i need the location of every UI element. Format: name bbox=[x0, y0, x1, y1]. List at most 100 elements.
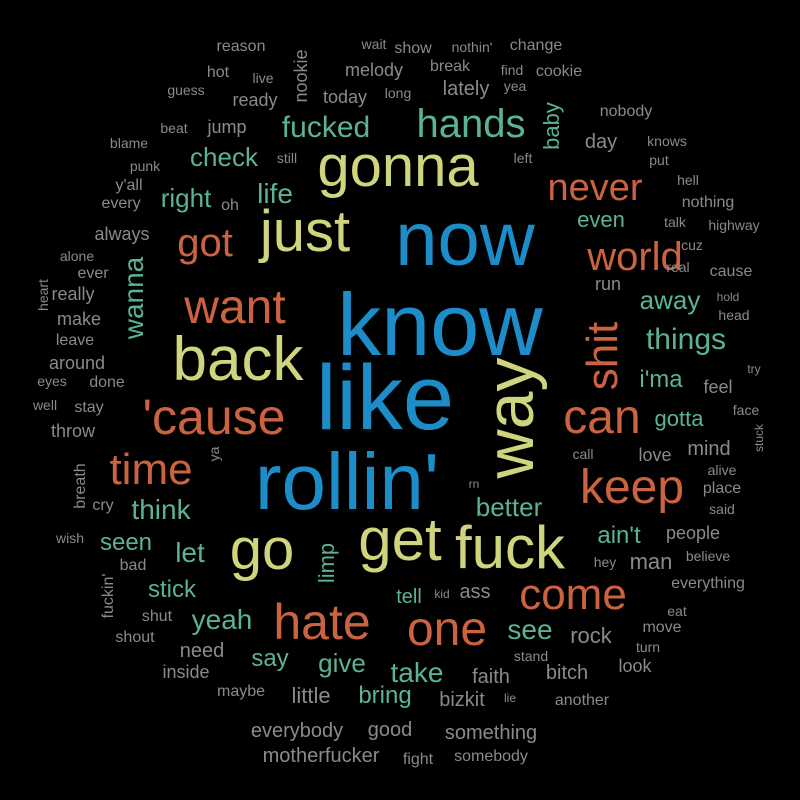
word-love: love bbox=[638, 445, 672, 465]
word-world: world bbox=[587, 235, 683, 279]
word-find: find bbox=[500, 62, 524, 78]
word-nothin: nothin' bbox=[451, 39, 493, 55]
word-talk: talk bbox=[664, 214, 686, 230]
word-need: need bbox=[179, 640, 225, 662]
word-like: like bbox=[315, 347, 455, 449]
word-live: live bbox=[252, 70, 274, 86]
word-lately: lately bbox=[442, 78, 490, 100]
word-around: around bbox=[48, 353, 106, 373]
word-stand: stand bbox=[513, 648, 549, 664]
word-show: show bbox=[394, 40, 432, 57]
word-done: done bbox=[89, 374, 125, 391]
word-give: give bbox=[318, 648, 366, 678]
word-hate: hate bbox=[273, 594, 371, 650]
word-alone: alone bbox=[59, 248, 95, 264]
word-everybody: everybody bbox=[250, 720, 344, 742]
word-put: put bbox=[649, 152, 669, 168]
word-get: get bbox=[358, 506, 442, 573]
word-let: let bbox=[175, 537, 205, 568]
word-fuckin: fuckin' bbox=[100, 573, 117, 619]
word-still: still bbox=[276, 150, 298, 166]
word-go: go bbox=[229, 517, 295, 582]
word-said: said bbox=[709, 501, 735, 517]
word-wish: wish bbox=[55, 530, 85, 546]
word-fuck: fuck bbox=[454, 514, 566, 581]
word-wait: wait bbox=[361, 36, 387, 52]
word-change: change bbox=[509, 37, 563, 54]
word-run: run bbox=[594, 274, 622, 294]
word-motherfucker: motherfucker bbox=[262, 745, 380, 767]
word-bizkit: bizkit bbox=[439, 689, 485, 711]
word-break: break bbox=[429, 58, 471, 75]
word-long: long bbox=[384, 85, 412, 101]
word-reason: reason bbox=[216, 38, 266, 55]
word-lie: lie bbox=[503, 691, 517, 705]
word-face: face bbox=[732, 402, 760, 418]
word-something: something bbox=[444, 722, 538, 744]
word-somebody: somebody bbox=[454, 748, 528, 765]
word-got: got bbox=[177, 221, 233, 265]
word-really: really bbox=[51, 284, 95, 304]
word-make: make bbox=[56, 309, 102, 329]
word-shout: shout bbox=[115, 629, 155, 646]
word-oh: oh bbox=[221, 197, 239, 214]
word-believe: believe bbox=[685, 548, 731, 564]
word-another: another bbox=[554, 692, 610, 709]
word-wanna: wanna bbox=[118, 256, 149, 340]
word-come: come bbox=[519, 570, 627, 619]
word-cuz: cuz bbox=[681, 237, 703, 253]
word-can: can bbox=[563, 391, 641, 444]
word-mind: mind bbox=[687, 438, 731, 460]
word-good: good bbox=[367, 719, 413, 741]
word-baby: baby bbox=[539, 102, 564, 150]
word-man: man bbox=[629, 549, 673, 574]
word-nobody: nobody bbox=[599, 103, 653, 120]
word-seen: seen bbox=[99, 529, 153, 556]
word-alive: alive bbox=[707, 462, 737, 478]
word-bad: bad bbox=[119, 557, 147, 574]
word-rollin: rollin' bbox=[254, 437, 440, 526]
word-things: things bbox=[645, 323, 727, 356]
word-heart: heart bbox=[35, 279, 51, 311]
word-stick: stick bbox=[148, 576, 196, 603]
word-always: always bbox=[94, 224, 150, 244]
word-gonna: gonna bbox=[317, 134, 479, 199]
word-way: way bbox=[472, 357, 548, 479]
word-hey: hey bbox=[593, 554, 617, 570]
word-kid: kid bbox=[434, 587, 450, 601]
word-call: call bbox=[572, 446, 594, 462]
word-faith: faith bbox=[472, 666, 510, 688]
word-everything: everything bbox=[671, 575, 745, 592]
word-bitch: bitch bbox=[545, 662, 589, 684]
word-rn: rn bbox=[468, 477, 480, 491]
word-cause: 'cause bbox=[142, 389, 286, 445]
word-away: away bbox=[639, 285, 701, 315]
word-maybe: maybe bbox=[216, 683, 266, 700]
word-think: think bbox=[131, 494, 191, 525]
word-tell: tell bbox=[396, 586, 422, 608]
word-i-ma: i'ma bbox=[639, 366, 683, 393]
word-limp: limp bbox=[314, 542, 339, 584]
word-punk: punk bbox=[129, 158, 161, 174]
word-ready: ready bbox=[232, 90, 278, 110]
word-hold: hold bbox=[716, 290, 740, 304]
word-real: real bbox=[666, 259, 690, 275]
word-yeah: yeah bbox=[191, 604, 253, 635]
word-nothing: nothing bbox=[681, 194, 735, 211]
word-back: back bbox=[172, 325, 304, 394]
word-try: try bbox=[747, 362, 761, 376]
word-cry: cry bbox=[92, 497, 114, 514]
word-ya: ya bbox=[206, 446, 222, 462]
word-shit: shit bbox=[578, 321, 627, 391]
word-highway: highway bbox=[708, 217, 760, 233]
word-turn: turn bbox=[635, 639, 661, 655]
word-now: now bbox=[395, 197, 535, 282]
word-even: even bbox=[577, 207, 625, 232]
word-throw: throw bbox=[50, 421, 96, 441]
word-little: little bbox=[291, 683, 331, 708]
word-keep: keep bbox=[579, 461, 685, 514]
word-blame: blame bbox=[109, 135, 149, 151]
word-say: say bbox=[251, 645, 289, 672]
word-just: just bbox=[259, 199, 351, 264]
